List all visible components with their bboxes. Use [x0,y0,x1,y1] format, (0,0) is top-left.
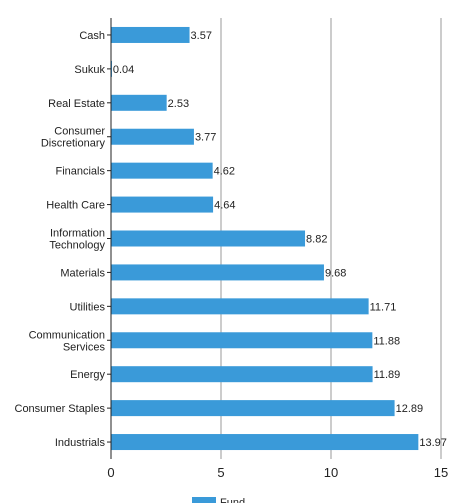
category-label: Consumer Staples [15,403,106,415]
category-label: Industrials [55,437,106,449]
bar-cash [111,26,190,43]
x-tick-labels: 0 5 10 15 [107,465,448,480]
bar-financials [111,162,213,179]
category-label: Financials [55,166,105,178]
bar-information-technology [111,230,306,247]
category-label: Consumer Discretionary [41,126,106,150]
value-label: 11.88 [373,335,400,347]
value-label: 4.64 [214,200,235,212]
value-label: 0.04 [113,64,134,76]
x-tick-10: 10 [324,465,338,480]
category-label: Communication Services [29,329,106,353]
category-label: Materials [60,267,105,279]
value-label: 9.68 [325,267,346,279]
legend-swatch [192,497,216,503]
value-label: 4.62 [214,166,235,178]
legend: Fund [192,497,245,503]
category-label: Information Technology [49,228,105,252]
category-label: Sukuk [74,64,105,76]
value-label: 11.89 [374,369,401,381]
category-label: Cash [79,30,105,42]
value-label: 3.77 [195,132,216,144]
bar-utilities [111,298,369,315]
value-label: 2.53 [168,98,189,110]
axes [107,18,112,459]
bar-materials [111,264,324,281]
value-label: 12.89 [396,403,424,415]
value-label: 3.57 [191,30,212,42]
bar-consumer-discretionary [111,128,194,145]
value-label: 8.82 [306,234,327,246]
value-label: 11.71 [370,301,397,313]
category-labels: Cash Sukuk Real Estate Consumer Discretionar… [15,30,106,449]
bars [111,26,419,451]
category-label: Real Estate [48,98,105,110]
bar-industrials [111,434,419,451]
x-tick-5: 5 [217,465,224,480]
category-label: Energy [70,369,105,381]
bar-real-estate [111,94,167,111]
bar-communication-services [111,332,373,349]
bar-health-care [111,196,214,213]
bar-consumer-staples [111,400,395,417]
value-label: 13.97 [419,437,447,449]
x-tick-0: 0 [107,465,114,480]
category-label: Health Care [46,200,105,212]
bar-energy [111,366,373,383]
value-labels: 3.57 0.04 2.53 3.77 4.62 4.64 8.82 9.68 11.71 11.… [113,30,447,449]
legend-label: Fund [220,497,245,503]
x-tick-15: 15 [434,465,448,480]
category-label: Utilities [70,301,106,313]
